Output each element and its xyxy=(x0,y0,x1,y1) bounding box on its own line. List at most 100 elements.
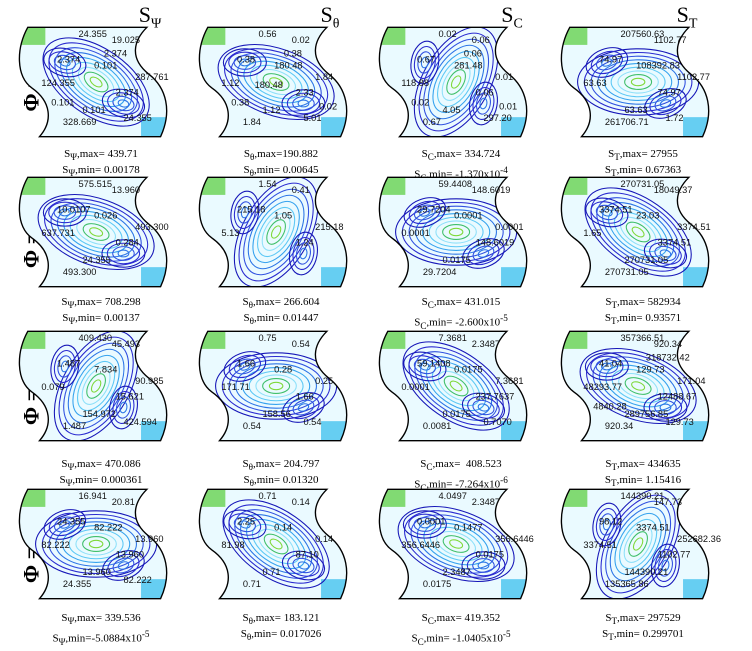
panel-caption: Sθ,max= 204.797 Sθ,min= 0.01320 xyxy=(198,458,364,490)
contour-label: 0.02 xyxy=(319,101,337,111)
contour-label: 12488.67 xyxy=(658,392,697,402)
streamline-plot: 59.4408148.601929.72040.00010.00010.0001… xyxy=(378,176,528,288)
caption-min: SΨ,min= 0.000361 xyxy=(59,474,143,489)
contour-label: 0.0001 xyxy=(417,516,445,526)
contour-label: 281.48 xyxy=(454,60,482,70)
caption-max: ST,max= 582934 xyxy=(605,296,681,311)
caption-max: Sθ,max= 204.797 xyxy=(242,458,320,473)
contour-label: 13.960 xyxy=(112,185,140,195)
contour-label: 24.355 xyxy=(57,516,85,526)
caption-min: SC,min= -2.600x10-5 xyxy=(414,313,508,332)
contour-label: 82.222 xyxy=(41,540,69,550)
contour-label: 82.222 xyxy=(123,575,151,585)
contour-label: 129.73 xyxy=(665,417,693,427)
contour-label: 1.54 xyxy=(259,179,277,189)
contour-label: 3374.51 xyxy=(583,540,617,550)
contour-label: 493.300 xyxy=(135,222,169,232)
contour-label: 13.960 xyxy=(135,534,163,544)
contour-label: 0.71 xyxy=(259,491,277,501)
contour-label: 0.67 xyxy=(423,117,441,127)
contour-label: 0.06 xyxy=(472,35,490,45)
contour-label: 0.02 xyxy=(292,35,310,45)
contour-label: 1102.77 xyxy=(658,550,691,560)
panel-caption: ST,max= 297529 ST,min= 0.299701 xyxy=(560,612,726,644)
caption-max: SC,max= 334.724 xyxy=(421,148,501,163)
contour-label: 289756.85 xyxy=(624,409,668,419)
caption-min: Sθ,min= 0.01447 xyxy=(243,312,319,327)
contour-label: 148.6019 xyxy=(472,185,511,195)
contour-label: 0.7070 xyxy=(483,417,511,427)
contour-label: 0.38 xyxy=(237,54,255,64)
contour-label: 2.374 xyxy=(104,49,127,59)
contour-label: 0.026 xyxy=(94,210,117,220)
contour-label: 19.025 xyxy=(112,35,140,45)
contour-label: 1.72 xyxy=(665,113,683,123)
contour-label: 0.75 xyxy=(259,333,277,343)
contour-label: 637.731 xyxy=(41,228,75,238)
contour-label: 1.487 xyxy=(57,358,80,368)
contour-label: 0.284 xyxy=(116,238,139,248)
column-header: SC xyxy=(501,2,523,32)
contour-label: 0.06 xyxy=(476,88,494,98)
caption-min: SΨ,min= 0.00137 xyxy=(62,312,140,327)
contour-label: 0.0001 xyxy=(495,222,523,232)
contour-label: 24.355 xyxy=(82,255,110,265)
panel-caption: ST,max= 434635 ST,min= 1.15416 xyxy=(560,458,726,490)
panel-caption: ST,max= 582934 ST,min= 0.93571 xyxy=(560,296,726,328)
streamline-panel: 575.515 13.960 10.0107 0.026 637.731 493.300 0… xyxy=(18,172,184,292)
caption-max: SΨ,max= 339.536 xyxy=(61,612,141,627)
streamline-panel: 270731.05 18049.37 3374.51 23.03 1.65 3374.51… xyxy=(560,172,726,292)
contour-label: 13.960 xyxy=(82,567,110,577)
contour-label: 3374.51 xyxy=(658,238,692,248)
contour-label: 0.54 xyxy=(243,421,261,431)
contour-label: 0.14 xyxy=(292,497,310,507)
contour-label: 1.65 xyxy=(583,228,601,238)
contour-label: 2.33 xyxy=(296,88,314,98)
contour-label: 90.985 xyxy=(135,376,163,386)
contour-label: 1.12 xyxy=(221,78,239,88)
contour-label: 318732.42 xyxy=(646,353,690,363)
contour-label: 10.0107 xyxy=(57,204,91,214)
contour-label: 1.05 xyxy=(274,210,292,220)
streamline-panel: 0.71 0.14 2.25 0.14 81.98 0.14 87.10 0.71 0.71 xyxy=(198,484,364,604)
contour-label: 1.487 xyxy=(63,421,86,431)
contour-label: 45.493 xyxy=(112,339,140,349)
caption-max: Sθ,max=190.882 xyxy=(243,148,319,163)
contour-label: 59.4408 xyxy=(439,179,473,189)
streamline-plot: 4.0497 2.3487 0.0001 0.1477 356.6446 356.6446… xyxy=(378,488,534,600)
contour-label: 144390.21 xyxy=(624,567,668,577)
caption-max: Sθ,max= 266.604 xyxy=(242,296,320,311)
column-header: ST xyxy=(676,2,698,32)
contour-label: 16.941 xyxy=(79,491,107,501)
contour-label: 108392.83 xyxy=(636,60,680,70)
caption-min: SC,min= -1.0405x10-5 xyxy=(411,629,511,648)
caption-min: Sθ,min= 0.017026 xyxy=(240,628,322,643)
contour-label: 74.97 xyxy=(658,88,681,98)
contour-label: 424.594 xyxy=(123,417,157,427)
panel-caption: Sθ,max=190.882 Sθ,min= 0.00645 xyxy=(198,148,364,180)
contour-label: 1.66 xyxy=(237,358,255,368)
contour-label: 158.56 xyxy=(262,409,290,419)
contour-label: 0.0175 xyxy=(442,255,470,265)
streamline-plot: 0.020.060.67281.48118.880.010.064.050.67… xyxy=(378,26,528,138)
contour-label: 0.28 xyxy=(274,364,292,374)
contour-label: 171.71 xyxy=(221,382,249,392)
contour-label: 2.3487 xyxy=(442,567,470,577)
contour-label: 237.7637 xyxy=(476,392,515,402)
streamline-panel: 0.56 0.02 0.38 180.48 1.12 1.84 2.33 1.12 1.84 5.… xyxy=(198,22,364,142)
contour-label: 41.04 xyxy=(599,358,622,368)
contour-label: 356.6446 xyxy=(401,540,440,550)
contour-label: 357366.51 xyxy=(621,333,665,343)
caption-max: SΨ,max= 470.086 xyxy=(61,458,141,473)
streamline-plot: 7.36812.348759.14080.01750.00017.3681237… xyxy=(378,330,528,442)
contour-label: 5.13 xyxy=(221,228,239,238)
caption-max: Sθ,max= 183.121 xyxy=(242,612,320,627)
contour-label: 29.7204 xyxy=(417,204,451,214)
caption-min: SΨ,min=-5.0884x10-5 xyxy=(52,629,150,648)
contour-label: 3374.51 xyxy=(636,522,670,532)
contour-label: 0.71 xyxy=(262,567,280,577)
contour-label: 5.01 xyxy=(303,113,321,123)
streamline-plot: 16.941 20.81 24.355 82.222 82.222 13.960 13.96… xyxy=(18,488,168,600)
